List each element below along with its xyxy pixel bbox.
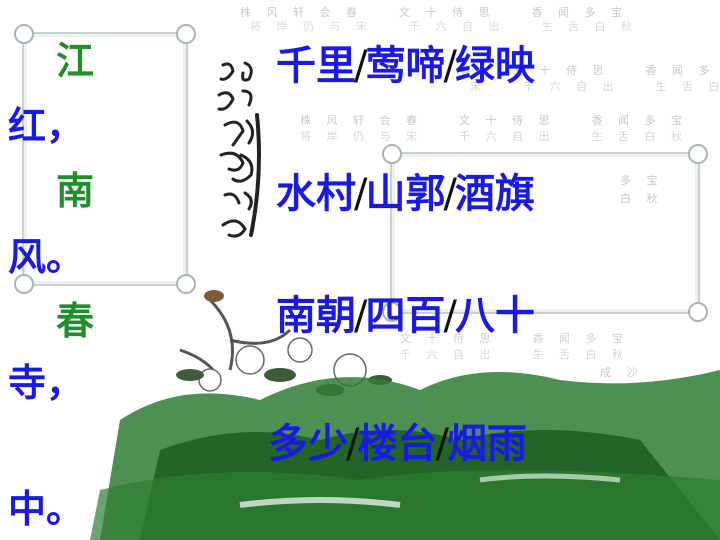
left-char-row6: 寺，: [8, 361, 85, 405]
poem-line-3: 南朝/四百/八十: [276, 294, 535, 338]
poem-segment: 四百: [365, 293, 446, 339]
frame-corner-ornament: [176, 274, 196, 294]
slash-separator: /: [354, 171, 368, 217]
poem-segment: 烟雨: [446, 421, 527, 467]
decorative-frame-right: [390, 152, 700, 314]
left-char-row3: 南: [56, 169, 95, 213]
poem-segment: 八十: [454, 293, 535, 339]
left-char-row5: 春: [56, 299, 95, 343]
poem-segment: 山郭: [365, 171, 446, 217]
frame-corner-ornament: [688, 302, 708, 322]
slash-separator: /: [435, 421, 449, 467]
poem-line-4: 多少/楼台/烟雨: [268, 422, 527, 466]
calligraphy-brush-art: [217, 61, 261, 238]
poem-line-1: 千里/莺啼/绿映: [276, 44, 535, 88]
slash-separator: /: [346, 421, 360, 467]
poem-segment: 楼台: [357, 421, 438, 467]
left-char-row4: 风。: [8, 235, 85, 279]
poem-segment: 莺啼: [365, 43, 446, 89]
poem-line-2: 水村/山郭/酒旗: [276, 172, 535, 216]
slash-separator: /: [443, 43, 457, 89]
poem-segment: 千里: [276, 43, 356, 89]
slash-separator: /: [354, 43, 368, 89]
frame-corner-ornament: [176, 24, 196, 44]
poem-segment: 绿映: [454, 43, 535, 89]
poem-segment: 多少: [268, 421, 348, 467]
frame-corner-ornament: [382, 302, 402, 322]
frame-corner-ornament: [14, 24, 34, 44]
slash-separator: /: [354, 293, 368, 339]
bird-figure: [204, 290, 224, 302]
poem-segment: 酒旗: [454, 171, 535, 217]
ink-landscape-illustration: [90, 290, 720, 540]
left-char-row1: 江: [56, 39, 95, 83]
decorative-frame-left: [22, 32, 188, 286]
frame-corner-ornament: [688, 144, 708, 164]
poem-segment: 南朝: [276, 293, 356, 339]
slash-separator: /: [443, 293, 457, 339]
left-char-row7: 中。: [8, 487, 85, 531]
frame-corner-ornament: [382, 144, 402, 164]
left-char-row2: 红，: [8, 104, 85, 148]
slash-separator: /: [443, 171, 457, 217]
frame-corner-ornament: [14, 274, 34, 294]
poem-segment: 水村: [276, 171, 356, 217]
